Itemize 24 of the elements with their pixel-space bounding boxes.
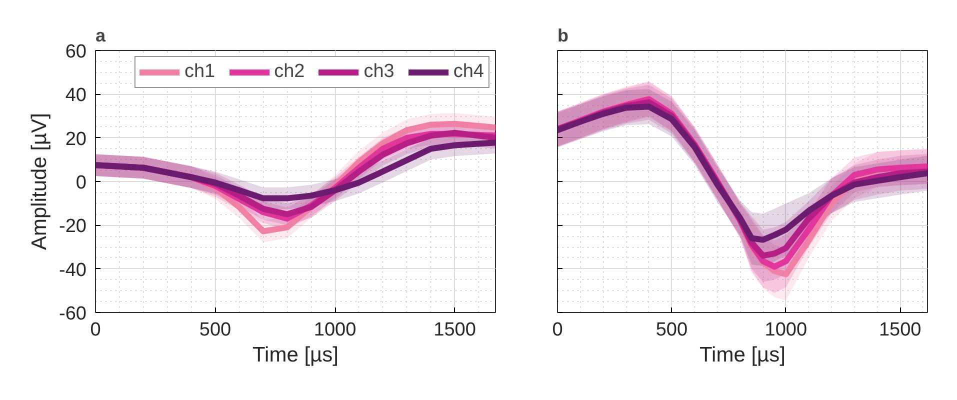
y-tick-label: 20 [65, 128, 87, 150]
x-tick-label: 0 [90, 320, 101, 340]
x-tick-label: 1500 [878, 320, 922, 340]
y-tick-label: 60 [65, 42, 87, 62]
y-axis-title: Amplitude [µV] [28, 112, 52, 250]
legend-label: ch1 [184, 61, 216, 83]
chart-title: a [96, 26, 106, 46]
x-tick-label: 0 [552, 320, 563, 340]
y-tick-label: 0 [76, 172, 87, 194]
x-axis-title: Time [µs] [252, 344, 339, 366]
y-tick-label: -60 [59, 304, 87, 324]
x-tick-label: 1000 [314, 320, 356, 340]
legend-label: ch2 [274, 61, 305, 83]
x-tick-label: 500 [199, 320, 232, 340]
legend-label: ch4 [453, 61, 484, 83]
y-tick-label: -40 [59, 260, 87, 281]
chart-title: b [558, 26, 568, 46]
y-tick-label: 40 [65, 85, 87, 106]
x-tick-label: 1500 [434, 320, 476, 340]
x-axis-title: Time [µs] [700, 344, 786, 366]
x-tick-label: 1000 [764, 320, 808, 340]
x-tick-label: 500 [656, 320, 688, 340]
y-tick-label: -20 [59, 216, 87, 238]
legend-label: ch3 [364, 61, 394, 83]
